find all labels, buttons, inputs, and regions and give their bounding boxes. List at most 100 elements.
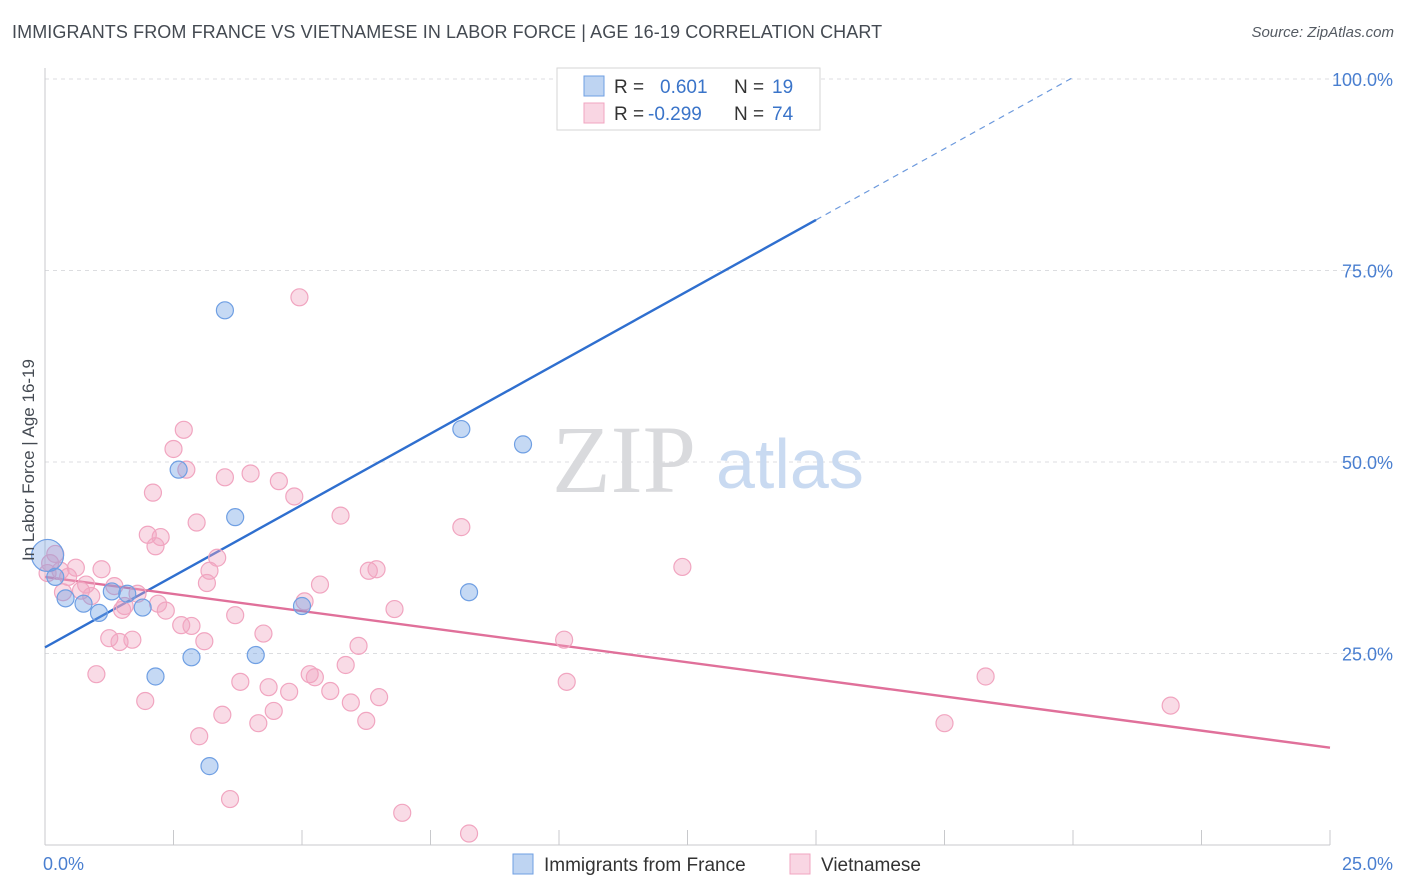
x-tick-labels: 0.0% 25.0% — [43, 854, 1393, 874]
watermark: ZIP atlas — [552, 406, 864, 513]
point-vietnamese-27 — [182, 616, 201, 636]
point-france-3 — [74, 594, 93, 613]
point-vietnamese-49 — [300, 665, 319, 684]
point-vietnamese-43 — [264, 701, 283, 721]
point-france-5 — [102, 582, 121, 601]
point-france-7 — [133, 598, 152, 617]
point-vietnamese-63 — [452, 518, 471, 537]
point-france-10 — [182, 648, 201, 667]
point-vietnamese-35 — [215, 468, 234, 487]
point-vietnamese-38 — [231, 672, 250, 691]
point-vietnamese-56 — [349, 636, 368, 655]
point-vietnamese-54 — [336, 655, 355, 675]
bottom-legend-label-france: Immigrants from France — [544, 855, 746, 876]
point-france-9 — [169, 460, 188, 479]
bottom-legend: Immigrants from France Vietnamese — [512, 853, 921, 876]
legend-swatch-france — [583, 75, 605, 97]
legend-n-value-vietnamese: 74 — [772, 104, 794, 125]
point-france-18 — [513, 435, 533, 454]
point-france-4 — [89, 603, 109, 623]
point-vietnamese-5 — [66, 558, 85, 577]
point-france-1 — [46, 567, 65, 587]
point-france-2 — [56, 589, 75, 608]
chart-title: IMMIGRANTS FROM FRANCE VS VIETNAMESE IN … — [12, 22, 883, 42]
point-france-16 — [452, 419, 471, 439]
y-tick-labels: 25.0% 50.0% 75.0% 100.0% — [1332, 70, 1393, 665]
point-vietnamese-36 — [220, 789, 240, 809]
point-vietnamese-37 — [226, 606, 245, 625]
point-vietnamese-68 — [935, 714, 954, 733]
point-france-8 — [146, 667, 165, 686]
top-legend: R = 0.601 N = 19 R = -0.299 N = 74 — [556, 67, 821, 131]
grid-lines — [45, 78, 1392, 654]
trend-line-0 — [44, 218, 817, 649]
point-vietnamese-34 — [213, 705, 232, 724]
legend-n-value-france: 19 — [772, 77, 793, 98]
point-vietnamese-45 — [280, 682, 299, 701]
point-vietnamese-65 — [555, 630, 574, 649]
point-vietnamese-10 — [92, 560, 111, 579]
watermark-atlas: atlas — [716, 425, 864, 503]
point-vietnamese-67 — [673, 557, 692, 577]
point-vietnamese-25 — [174, 420, 193, 439]
point-vietnamese-57 — [357, 711, 376, 731]
y-tick-label-75: 75.0% — [1342, 262, 1393, 282]
point-vietnamese-7 — [77, 575, 96, 594]
point-vietnamese-15 — [123, 630, 142, 649]
trend-line-extension-0 — [815, 76, 1074, 221]
point-france-13 — [226, 508, 245, 527]
point-vietnamese-50 — [305, 668, 324, 687]
point-vietnamese-62 — [393, 803, 412, 822]
point-vietnamese-51 — [310, 575, 330, 594]
point-vietnamese-52 — [321, 681, 340, 701]
point-france-11 — [200, 757, 219, 776]
trend-lines — [44, 76, 1331, 749]
point-vietnamese-64 — [459, 824, 479, 843]
x-tick-label-right: 25.0% — [1342, 854, 1393, 874]
point-vietnamese-72 — [112, 600, 132, 619]
y-tick-label-100: 100.0% — [1332, 70, 1393, 90]
point-vietnamese-23 — [164, 439, 183, 459]
legend-r-label-france: R = — [614, 77, 644, 98]
point-vietnamese-30 — [195, 632, 214, 651]
y-tick-label-50: 50.0% — [1342, 453, 1393, 473]
point-vietnamese-9 — [87, 665, 106, 684]
point-vietnamese-41 — [254, 624, 273, 643]
point-france-15 — [292, 596, 312, 616]
point-vietnamese-24 — [172, 616, 191, 635]
point-vietnamese-44 — [269, 472, 288, 491]
point-vietnamese-40 — [249, 714, 268, 733]
point-france-12 — [215, 301, 234, 320]
point-vietnamese-47 — [290, 288, 309, 307]
point-vietnamese-73 — [148, 594, 168, 613]
point-vietnamese-11 — [100, 629, 119, 648]
point-vietnamese-8 — [82, 586, 101, 606]
trend-line-1 — [44, 575, 1331, 749]
point-vietnamese-58 — [359, 561, 378, 580]
x-tick-label-left: 0.0% — [43, 854, 84, 874]
point-vietnamese-16 — [128, 584, 147, 603]
bottom-legend-label-vietnamese: Vietnamese — [821, 855, 921, 876]
point-vietnamese-26 — [177, 460, 196, 479]
point-vietnamese-70 — [1161, 696, 1180, 715]
point-vietnamese-17 — [136, 691, 155, 711]
point-vietnamese-28 — [187, 513, 206, 532]
point-vietnamese-22 — [156, 601, 175, 620]
point-vietnamese-39 — [241, 464, 260, 483]
point-vietnamese-66 — [557, 672, 576, 691]
point-vietnamese-19 — [143, 483, 163, 502]
point-vietnamese-29 — [190, 727, 209, 746]
watermark-zip: ZIP — [552, 406, 696, 513]
legend-r-label-vietnamese: R = — [614, 104, 644, 125]
axes — [44, 68, 1331, 846]
point-vietnamese-61 — [385, 599, 404, 619]
y-axis-label: In Labor Force | Age 16-19 — [19, 359, 38, 561]
point-vietnamese-33 — [208, 548, 227, 567]
point-vietnamese-69 — [976, 667, 995, 686]
point-vietnamese-46 — [285, 487, 304, 506]
bottom-legend-swatch-vietnamese — [789, 853, 811, 875]
point-vietnamese-20 — [146, 537, 165, 556]
legend-r-value-france: 0.601 — [660, 77, 708, 98]
point-vietnamese-55 — [341, 693, 360, 712]
